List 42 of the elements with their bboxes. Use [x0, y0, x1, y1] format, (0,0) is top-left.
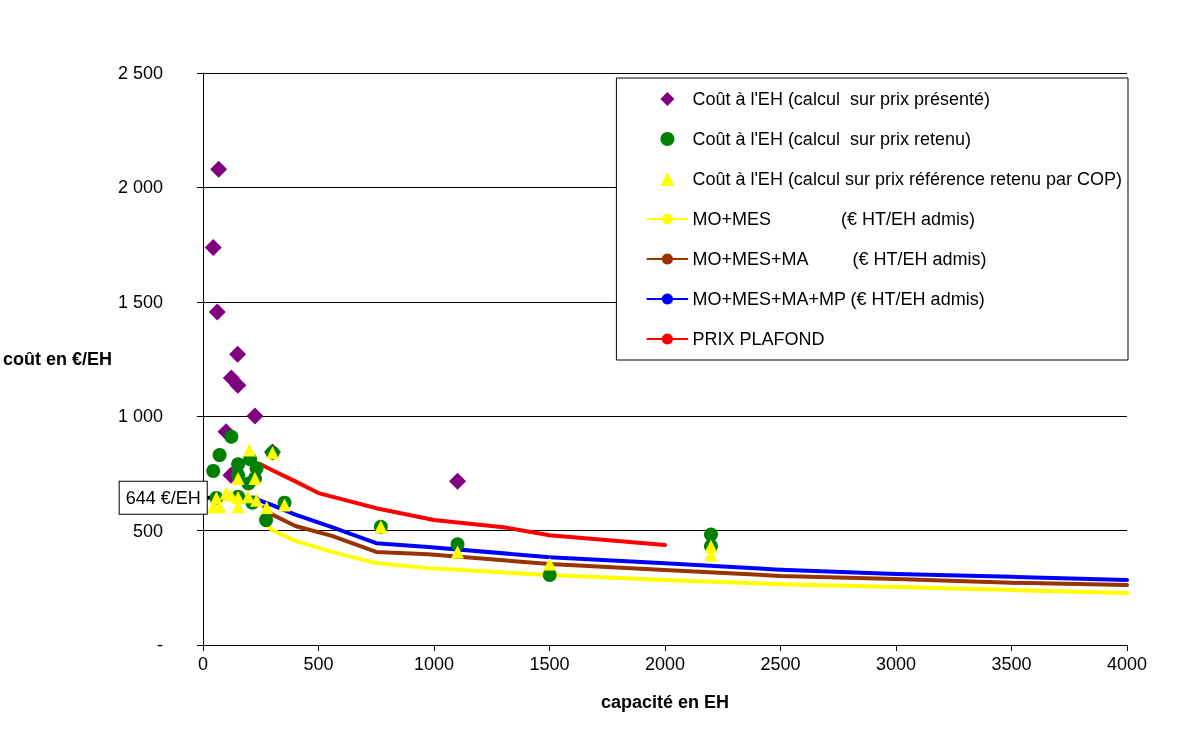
- point: [260, 500, 274, 514]
- x-tick-label: 1000: [413, 654, 454, 674]
- y-tick-label: 2 000: [117, 177, 163, 198]
- legend-label: MO+MES+MA+MP (€ HT/EH admis): [692, 289, 985, 309]
- point: [259, 513, 274, 528]
- x-tick-label: 0: [197, 654, 208, 674]
- point: [250, 493, 264, 507]
- y-tick-label: -: [156, 635, 163, 655]
- point: [229, 345, 247, 363]
- x-tick-label: 3000: [875, 654, 917, 674]
- point: [543, 557, 557, 571]
- x-tick-label: 1500: [529, 654, 570, 674]
- legend-label: PRIX PLAFOND: [692, 329, 825, 349]
- point: [449, 472, 467, 490]
- y-tick-label: 500: [132, 520, 163, 541]
- y-tick-label: 1 500: [117, 291, 163, 312]
- point: [206, 463, 221, 478]
- point: [208, 303, 226, 321]
- x-tick-label: 2500: [760, 654, 801, 674]
- point: [210, 160, 228, 178]
- legend-label: Coût à l'EH (calcul sur prix présenté): [692, 89, 990, 109]
- legend-label: Coût à l'EH (calcul sur prix référence retenu par COP): [692, 169, 1123, 189]
- point: [224, 429, 239, 444]
- x-tick-label: 2000: [644, 654, 686, 674]
- y-tick-label: 2 500: [117, 63, 163, 83]
- legend-label: MO+MES+MA (€ HT/EH admis): [692, 249, 987, 269]
- legend-label: MO+MES (€ HT/EH admis): [692, 209, 975, 229]
- point: [242, 443, 256, 457]
- point: [451, 545, 465, 559]
- y-axis-title: coût en €/EH: [2, 349, 113, 369]
- point: [204, 239, 222, 257]
- x-tick-label: 500: [303, 654, 334, 674]
- x-tick-label: 3500: [991, 654, 1032, 674]
- y-tick-label: 1 000: [117, 406, 163, 427]
- x-tick-label: 4000: [1106, 654, 1148, 674]
- legend-label: Coût à l'EH (calcul sur prix retenu): [692, 129, 971, 149]
- point: [246, 407, 264, 425]
- point: [212, 448, 227, 463]
- annotation: 644 €/EH: [125, 487, 201, 508]
- x-axis-title: capacité en EH: [600, 692, 730, 712]
- point: [703, 527, 718, 542]
- point: [229, 376, 247, 394]
